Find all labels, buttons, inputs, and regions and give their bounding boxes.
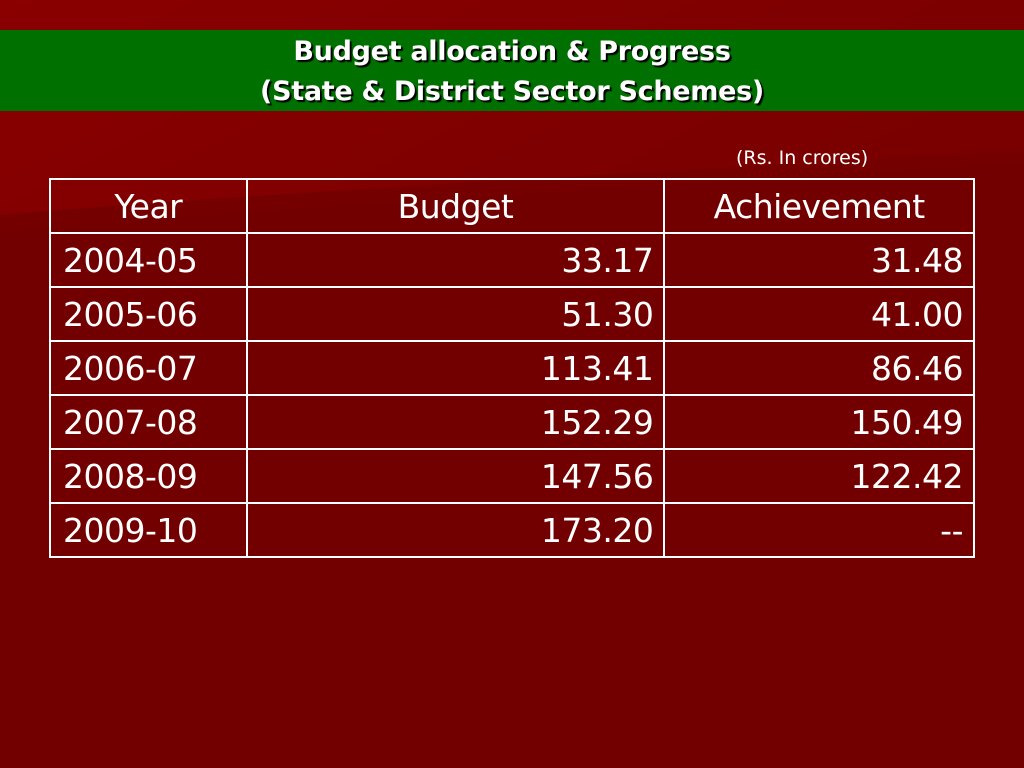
year-cell: 2005-06 — [49, 286, 248, 342]
header-achievement: Achievement — [663, 178, 975, 234]
achievement-cell: 122.42 — [663, 448, 975, 504]
table-header-row: Year Budget Achievement — [49, 178, 975, 234]
achievement-cell: 86.46 — [663, 340, 975, 396]
achievement-cell: -- — [663, 502, 975, 558]
year-cell: 2006-07 — [49, 340, 248, 396]
header-year: Year — [49, 178, 248, 234]
year-cell: 2007-08 — [49, 394, 248, 450]
table-row: 2009-10 173.20 -- — [49, 502, 975, 558]
budget-cell: 33.17 — [245, 232, 666, 288]
achievement-cell: 150.49 — [663, 394, 975, 450]
budget-cell: 51.30 — [245, 286, 666, 342]
header-budget: Budget — [245, 178, 666, 234]
budget-cell: 152.29 — [245, 394, 666, 450]
budget-table: Year Budget Achievement 2004-05 33.17 31… — [49, 178, 975, 558]
achievement-cell: 41.00 — [663, 286, 975, 342]
title-bar — [0, 30, 1024, 111]
slide-title-line-2: (State & District Sector Schemes) — [260, 76, 764, 107]
budget-cell: 113.41 — [245, 340, 666, 396]
year-cell: 2004-05 — [49, 232, 248, 288]
budget-cell: 173.20 — [245, 502, 666, 558]
year-cell: 2009-10 — [49, 502, 248, 558]
table-row: 2008-09 147.56 122.42 — [49, 448, 975, 504]
slide-title-line-1: Budget allocation & Progress — [293, 36, 731, 67]
table-row: 2007-08 152.29 150.49 — [49, 394, 975, 450]
table-row: 2005-06 51.30 41.00 — [49, 286, 975, 342]
budget-cell: 147.56 — [245, 448, 666, 504]
achievement-cell: 31.48 — [663, 232, 975, 288]
table-row: 2006-07 113.41 86.46 — [49, 340, 975, 396]
table-row: 2004-05 33.17 31.48 — [49, 232, 975, 288]
year-cell: 2008-09 — [49, 448, 248, 504]
unit-note: (Rs. In crores) — [736, 147, 869, 169]
